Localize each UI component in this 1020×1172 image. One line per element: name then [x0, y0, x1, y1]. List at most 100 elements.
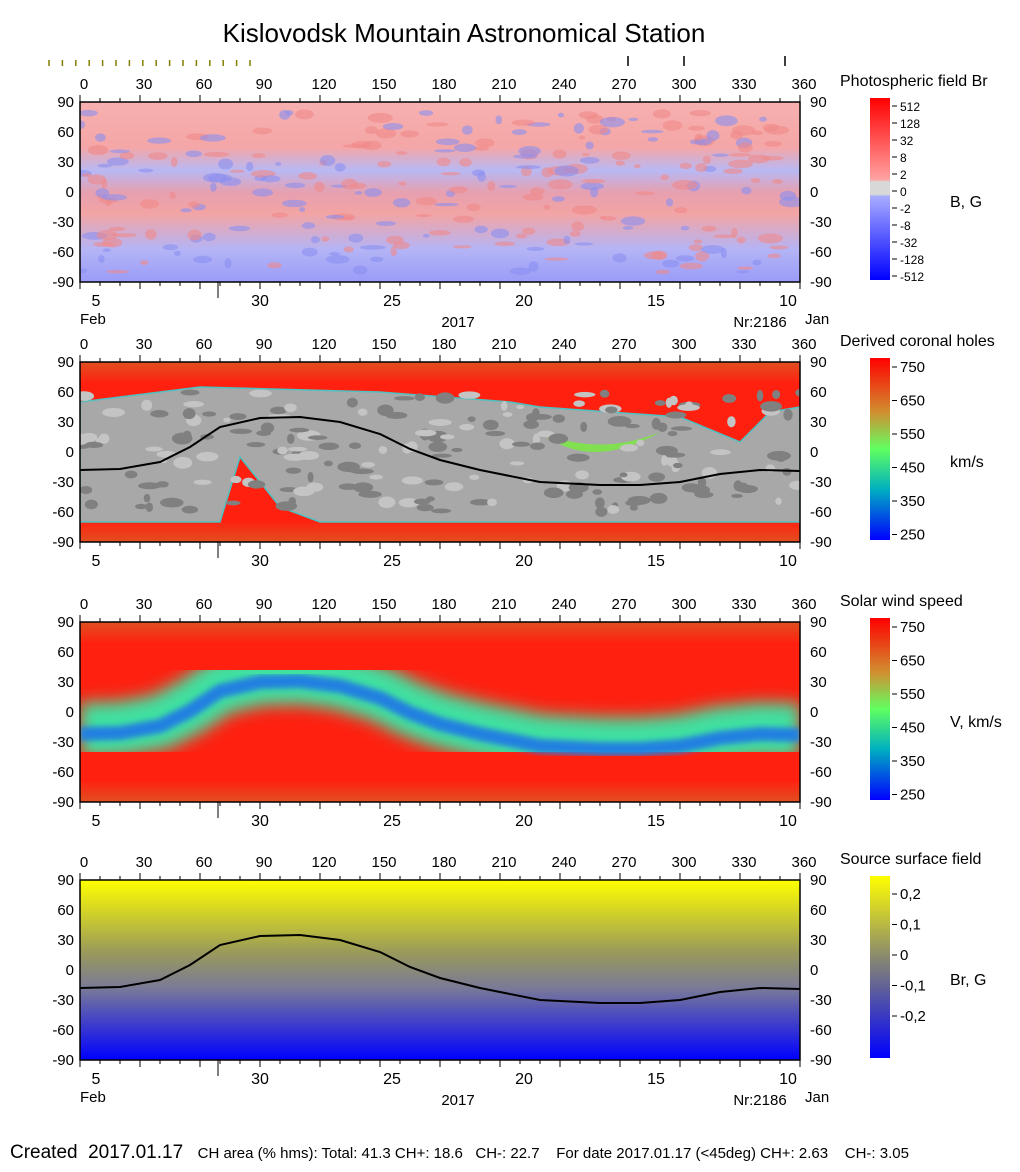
- field-patch: [673, 207, 688, 214]
- gray-patch: [428, 418, 452, 426]
- field-patch: [647, 137, 659, 142]
- field-patch: [436, 157, 451, 167]
- lat-label-left: -90: [52, 794, 74, 811]
- lat-label-right: 30: [810, 414, 827, 431]
- field-patch: [723, 168, 743, 175]
- colorbar-label: 32: [900, 134, 914, 148]
- field-patch: [477, 171, 486, 182]
- field-patch: [400, 130, 419, 138]
- colorbar-label: 450: [900, 720, 925, 737]
- field-patch: [652, 109, 671, 119]
- gray-patch: [413, 498, 431, 505]
- lon-label: 360: [791, 76, 816, 93]
- lon-label: 210: [491, 854, 516, 871]
- field-patch: [453, 143, 477, 152]
- gray-patch: [605, 406, 618, 414]
- field-patch: [101, 194, 127, 201]
- field-patch: [513, 154, 538, 159]
- lat-label-right: -60: [810, 764, 832, 781]
- colorbar-title: Source surface field: [840, 851, 981, 868]
- gray-patch: [731, 493, 743, 499]
- gray-patch: [181, 505, 199, 514]
- gray-patch: [352, 482, 374, 493]
- field-patch: [628, 117, 639, 122]
- gray-patch: [775, 451, 787, 462]
- lon-label: 330: [731, 854, 756, 871]
- gray-patch: [482, 419, 499, 431]
- field-patch: [174, 250, 181, 256]
- lat-label-right: 0: [810, 704, 818, 721]
- field-patch: [475, 138, 495, 148]
- gray-patch: [156, 481, 169, 488]
- lat-label-left: 60: [57, 644, 74, 661]
- field-patch: [185, 150, 202, 158]
- gray-patch: [323, 460, 333, 467]
- date-label: 10: [779, 813, 797, 830]
- field-patch: [695, 251, 710, 262]
- date-label: 20: [515, 293, 533, 310]
- lon-label: 300: [671, 854, 696, 871]
- colorbar: [870, 98, 890, 280]
- colorbar-label: 450: [900, 460, 925, 477]
- colorbar-label: 750: [900, 619, 925, 636]
- gray-patch: [135, 503, 148, 510]
- field-patch: [461, 125, 473, 135]
- gray-patch: [783, 408, 793, 421]
- field-patch: [80, 109, 98, 117]
- date-label: 20: [515, 813, 533, 830]
- lat-label-left: -60: [52, 764, 74, 781]
- colorbar-label: -32: [900, 236, 918, 250]
- field-patch: [665, 198, 674, 207]
- field-patch: [551, 196, 565, 202]
- lon-label: 330: [731, 76, 756, 93]
- field-patch: [325, 214, 345, 219]
- gray-patch: [229, 428, 253, 434]
- gray-patch: [670, 426, 693, 431]
- colorbar-title: Photospheric field Br: [840, 73, 988, 90]
- field-patch: [98, 255, 105, 263]
- lat-label-right: 90: [810, 614, 827, 631]
- field-patch: [229, 169, 245, 173]
- field-patch: [295, 109, 314, 120]
- field-patch: [81, 173, 92, 178]
- lon-label: 0: [80, 76, 88, 93]
- gray-patch: [722, 394, 737, 403]
- gray-patch: [307, 435, 328, 440]
- field-patch: [334, 162, 346, 172]
- date-label: 15: [647, 1071, 665, 1088]
- gray-patch: [529, 442, 545, 450]
- lat-label-right: 30: [810, 932, 827, 949]
- lat-label-right: 0: [810, 444, 818, 461]
- gray-patch: [487, 498, 497, 507]
- lat-label-right: -60: [810, 244, 832, 261]
- field-patch: [453, 215, 475, 223]
- gray-patch: [196, 451, 219, 462]
- gray-patch: [625, 423, 640, 429]
- field-patch: [499, 184, 517, 188]
- lat-label-right: 60: [810, 384, 827, 401]
- field-patch: [375, 128, 397, 139]
- field-patch: [518, 145, 541, 157]
- field-patch: [728, 159, 754, 169]
- date-label: 15: [647, 553, 665, 570]
- field-patch: [529, 187, 545, 196]
- field-patch: [109, 149, 130, 154]
- gray-patch: [431, 453, 452, 458]
- gray-patch: [531, 413, 552, 420]
- gray-patch: [451, 447, 463, 453]
- colorbar: [870, 358, 890, 540]
- field-patch: [615, 160, 625, 166]
- gray-patch: [247, 480, 266, 489]
- field-patch: [641, 129, 664, 134]
- gray-patch: [357, 408, 368, 416]
- rotation-number: Nr:2186: [733, 314, 786, 331]
- gray-patch: [580, 421, 588, 433]
- lat-label-left: 0: [66, 444, 74, 461]
- lat-label-right: 0: [810, 184, 818, 201]
- date-label: 25: [383, 1071, 401, 1088]
- field-patch: [541, 167, 554, 178]
- gray-patch: [348, 442, 362, 450]
- lon-label: 150: [371, 76, 396, 93]
- field-patch: [622, 226, 634, 230]
- colorbar-label: 128: [900, 117, 920, 131]
